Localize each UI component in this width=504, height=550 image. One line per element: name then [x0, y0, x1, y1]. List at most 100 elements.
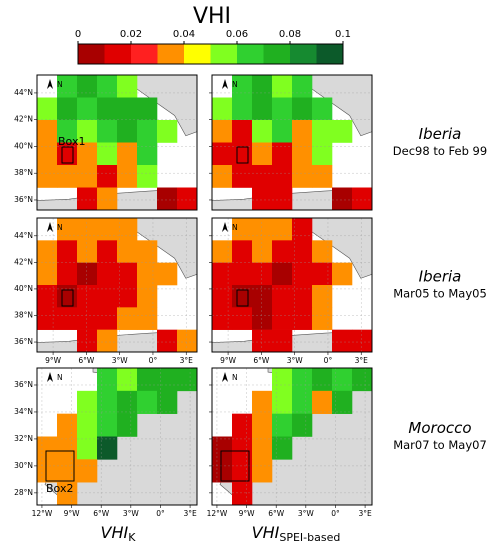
map-cell: [137, 262, 158, 286]
map-cell: [77, 120, 98, 143]
map-cell: [97, 390, 118, 414]
map-cell: [252, 262, 273, 286]
map-cell: [77, 436, 98, 460]
map-cell: [117, 240, 138, 263]
map-cell: [77, 329, 98, 353]
lon-label: 6°W: [268, 509, 285, 518]
map-frame: [211, 367, 373, 506]
map-cell: [252, 285, 273, 308]
map-cell: [272, 120, 293, 143]
map-cell: [312, 262, 333, 286]
map-cell: [212, 262, 233, 286]
map-cell: [37, 240, 58, 263]
map-frame: [211, 74, 373, 211]
map-cell: [292, 262, 313, 286]
map-panel: N: [209, 74, 373, 211]
north-arrow: [47, 79, 53, 89]
lon-label: 6°W: [78, 356, 95, 365]
lat-label: 38°N: [14, 168, 33, 177]
map-cell: [332, 120, 353, 143]
map-cell: [97, 120, 118, 143]
box-label: Box2: [46, 482, 73, 495]
map-cell: [272, 329, 293, 353]
map-cell: [212, 142, 233, 166]
map-cell: [137, 142, 158, 166]
map-cell: [97, 165, 118, 188]
map-cell: [157, 187, 178, 211]
map-cell: [272, 240, 293, 263]
map-cell: [57, 120, 78, 143]
map-cell: [292, 165, 313, 188]
map-cell: [77, 262, 98, 286]
map-cell: [77, 285, 98, 308]
map-cell: [57, 75, 78, 98]
north-label: N: [57, 373, 63, 382]
map-cell: [232, 262, 253, 286]
map-cell: [332, 262, 353, 286]
map-cell: [57, 482, 78, 506]
map-cell: [292, 142, 313, 166]
colorbar-swatch: [184, 44, 211, 64]
map-cell: [232, 218, 253, 241]
map-cell: [232, 142, 253, 166]
map-cell: [252, 329, 273, 353]
map-cell: [137, 390, 158, 414]
map-cell: [232, 436, 253, 460]
lon-label: 0°: [331, 509, 340, 518]
lat-label: 36°N: [14, 380, 33, 389]
map-cell: [312, 142, 333, 166]
map-cell: [137, 285, 158, 308]
region-label: Iberia: [419, 268, 462, 286]
map-cell: [77, 413, 98, 437]
map-cell: [332, 390, 353, 414]
lon-label: 0°: [149, 356, 158, 365]
map-cell: [232, 482, 253, 506]
map-cell: [77, 218, 98, 241]
map-cell: [137, 97, 158, 121]
column-label-main: VHI: [101, 523, 129, 542]
map-cell: [312, 97, 333, 121]
map-cell: [312, 165, 333, 188]
colorbar-tick-label: 0.08: [279, 29, 301, 40]
colorbar-swatch: [157, 44, 184, 64]
region-label: Iberia: [419, 125, 462, 143]
map-cell: [272, 75, 293, 98]
map-cell: [97, 413, 118, 437]
map-cell: [292, 368, 313, 392]
map-panel: 44°N 42°N 40°N 38°N 36°N N Box1: [14, 74, 198, 211]
colorbar-tick-label: 0.04: [173, 29, 195, 40]
lat-label: 42°N: [14, 115, 33, 124]
map-cell: [252, 459, 273, 483]
region-label: Morocco: [408, 419, 471, 437]
map-cell: [232, 75, 253, 98]
period-label: Mar05 to May05: [393, 287, 487, 301]
map-cell: [272, 218, 293, 241]
map-cell: [292, 285, 313, 308]
map-cell: [352, 368, 373, 392]
map-cell: [212, 240, 233, 263]
map-cell: [292, 413, 313, 437]
lon-label: 3°W: [112, 356, 129, 365]
map-cell: [212, 165, 233, 188]
lat-label: 40°N: [14, 141, 33, 150]
colorbar-swatch: [210, 44, 237, 64]
lon-label: 6°W: [253, 356, 270, 365]
map-cell: [77, 240, 98, 263]
colorbar-swatch: [316, 44, 343, 64]
map-cell: [57, 240, 78, 263]
map-frame: [211, 217, 373, 353]
map-cell: [117, 285, 138, 308]
map-cell: [252, 240, 273, 263]
map-cell: [97, 262, 118, 286]
map-cell: [212, 459, 233, 483]
lat-label: 32°N: [14, 434, 33, 443]
north-arrow: [222, 222, 228, 232]
lon-label: 3°W: [123, 509, 140, 518]
map-cell: [252, 390, 273, 414]
colorbar-tick-label: 0: [75, 29, 81, 40]
map-cell: [312, 307, 333, 330]
lon-label: 3°W: [287, 356, 304, 365]
map-cell: [57, 218, 78, 241]
north-label: N: [57, 223, 63, 232]
